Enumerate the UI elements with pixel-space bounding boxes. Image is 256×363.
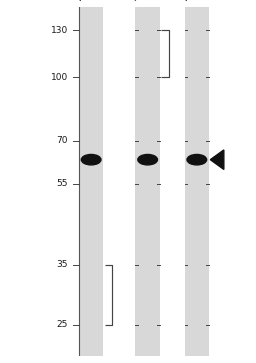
Text: 100: 100 [50,73,68,82]
Bar [79,7,103,356]
Polygon shape [210,150,224,170]
Bar [135,7,160,356]
Text: Hela: Hela [74,0,97,2]
Text: 130: 130 [50,26,68,35]
Text: HUVEC: HUVEC [180,0,211,2]
Text: 35: 35 [56,260,68,269]
Ellipse shape [138,154,157,165]
Text: 55: 55 [56,179,68,188]
Bar [185,7,209,356]
Ellipse shape [81,154,101,165]
Ellipse shape [187,154,207,165]
Text: 70: 70 [56,136,68,145]
Text: 25: 25 [56,320,68,329]
Text: A549: A549 [131,0,156,2]
